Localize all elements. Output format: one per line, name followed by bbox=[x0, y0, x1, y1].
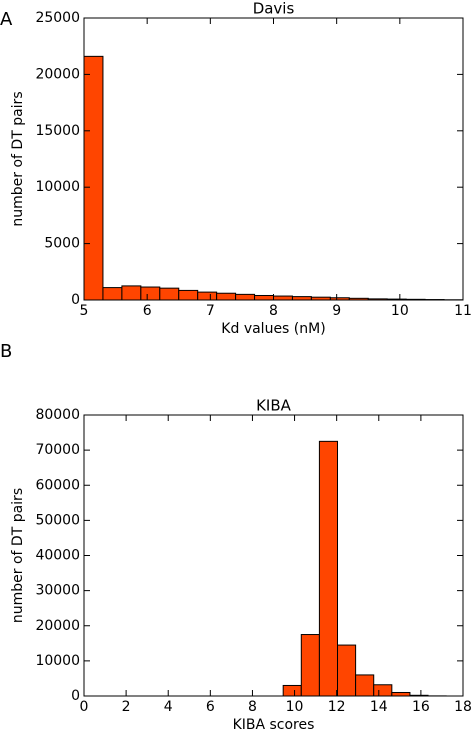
x-tick-label: 6 bbox=[206, 699, 215, 715]
bar bbox=[121, 285, 142, 301]
bar bbox=[235, 293, 256, 301]
x-tick-label: 11 bbox=[454, 303, 472, 319]
x-tick-label: 0 bbox=[80, 699, 89, 715]
y-tick-label: 20000 bbox=[35, 66, 80, 82]
bar bbox=[273, 295, 293, 301]
panel-label: A bbox=[0, 9, 13, 30]
x-tick-label: 7 bbox=[206, 303, 215, 319]
chart-title: Davis bbox=[253, 0, 295, 18]
y-axis-label: number of DT pairs bbox=[10, 91, 26, 226]
x-axis-label: KIBA scores bbox=[233, 717, 315, 731]
y-tick-label: 60000 bbox=[35, 477, 80, 493]
bar bbox=[83, 55, 104, 301]
bar bbox=[159, 287, 180, 301]
chart-title: KIBA bbox=[256, 397, 292, 415]
bar bbox=[140, 286, 161, 301]
bar bbox=[197, 291, 218, 301]
x-tick-label: 14 bbox=[370, 699, 388, 715]
panel-label: B bbox=[0, 341, 12, 362]
x-tick-label: 16 bbox=[412, 699, 430, 715]
bar bbox=[291, 296, 312, 301]
bar bbox=[337, 644, 357, 697]
bar bbox=[391, 691, 411, 697]
x-tick-label: 8 bbox=[248, 699, 257, 715]
y-tick-label: 40000 bbox=[35, 548, 80, 564]
x-tick-label: 6 bbox=[143, 303, 152, 319]
y-tick-label: 5000 bbox=[44, 236, 80, 252]
y-tick-label: 80000 bbox=[35, 407, 80, 423]
x-tick-label: 12 bbox=[328, 699, 346, 715]
y-tick-label: 50000 bbox=[35, 512, 80, 528]
y-tick-label: 15000 bbox=[35, 123, 80, 139]
plot-frame bbox=[83, 414, 464, 697]
y-tick-label: 30000 bbox=[35, 583, 80, 599]
bar bbox=[216, 292, 237, 301]
y-tick-label: 10000 bbox=[35, 653, 80, 669]
y-tick-label: 0 bbox=[71, 688, 80, 704]
x-tick-label: 10 bbox=[286, 699, 304, 715]
x-tick-label: 9 bbox=[332, 303, 341, 319]
plot-frame bbox=[83, 17, 464, 301]
y-axis-label: number of DT pairs bbox=[10, 488, 26, 623]
x-tick-label: 18 bbox=[454, 699, 472, 715]
x-tick-label: 8 bbox=[269, 303, 278, 319]
x-tick-label: 4 bbox=[164, 699, 173, 715]
x-tick-label: 10 bbox=[391, 303, 409, 319]
bar bbox=[254, 294, 275, 301]
x-axis-label: Kd values (nM) bbox=[221, 321, 325, 337]
x-tick-label: 5 bbox=[80, 303, 89, 319]
bar bbox=[178, 289, 199, 301]
bar bbox=[102, 287, 123, 301]
y-tick-label: 0 bbox=[71, 292, 80, 308]
y-tick-label: 25000 bbox=[35, 10, 80, 26]
y-tick-label: 20000 bbox=[35, 618, 80, 634]
y-tick-label: 70000 bbox=[35, 442, 80, 458]
y-tick-label: 10000 bbox=[35, 179, 80, 195]
bar bbox=[373, 684, 393, 697]
bar bbox=[318, 440, 339, 697]
bar bbox=[282, 684, 302, 697]
bar bbox=[300, 634, 320, 697]
x-tick-label: 2 bbox=[122, 699, 131, 715]
bar bbox=[355, 674, 375, 697]
